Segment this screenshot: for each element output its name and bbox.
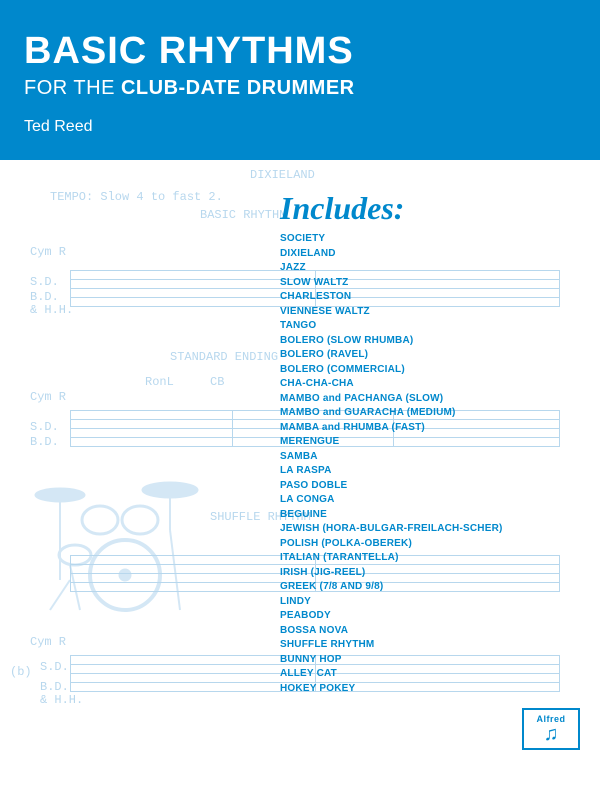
rhythm-item: SHUFFLE RHYTHM xyxy=(280,638,503,652)
bg-label-dixieland: DIXIELAND xyxy=(250,168,315,182)
rhythm-item: ITALIAN (TARANTELLA) xyxy=(280,551,503,565)
rhythm-item: BOLERO (RAVEL) xyxy=(280,348,503,362)
bg-label-cym-r-1: Cym R xyxy=(30,245,66,259)
rhythm-item: HOKEY POKEY xyxy=(280,682,503,696)
bg-label-b: (b) xyxy=(10,665,32,679)
rhythm-item: CHA-CHA-CHA xyxy=(280,377,503,391)
rhythm-list: SOCIETY DIXIELAND JAZZ SLOW WALTZ CHARLE… xyxy=(280,232,503,695)
rhythm-item: SAMBA xyxy=(280,450,503,464)
book-title-line1: BASIC RHYTHMS xyxy=(24,30,576,73)
bg-label-hh-1: & H.H. xyxy=(30,303,73,317)
bg-label-ronl: RonL xyxy=(145,375,174,389)
rhythm-item: PEABODY xyxy=(280,609,503,623)
rhythm-item: VIENNESE WALTZ xyxy=(280,305,503,319)
bg-label-sd-1: S.D. xyxy=(30,275,59,289)
rhythm-item: CHARLESTON xyxy=(280,290,503,304)
header-banner: BASIC RHYTHMS FOR THE CLUB-DATE DRUMMER … xyxy=(0,0,600,160)
rhythm-item: SLOW WALTZ xyxy=(280,276,503,290)
rhythm-item: MERENGUE xyxy=(280,435,503,449)
rhythm-item: POLISH (POLKA-OBEREK) xyxy=(280,537,503,551)
title-prefix: FOR THE xyxy=(24,77,121,99)
bg-label-cym-r-2: Cym R xyxy=(30,390,66,404)
bg-label-tempo: TEMPO: Slow 4 to fast 2. xyxy=(50,190,223,204)
bg-label-hh-3: & H.H. xyxy=(40,693,83,707)
rhythm-item: BEGUINE xyxy=(280,508,503,522)
bg-label-sd-2: S.D. xyxy=(30,420,59,434)
music-note-icon: ♫ xyxy=(544,724,559,744)
rhythm-item: LA RASPA xyxy=(280,464,503,478)
rhythm-item: JAZZ xyxy=(280,261,503,275)
rhythm-item: BOSSA NOVA xyxy=(280,624,503,638)
rhythm-item: ALLEY CAT xyxy=(280,667,503,681)
drum-kit-icon xyxy=(30,470,210,620)
book-title-line2: FOR THE CLUB-DATE DRUMMER xyxy=(24,77,576,100)
includes-heading: Includes: xyxy=(280,190,404,227)
bg-label-cb-1: CB xyxy=(210,375,224,389)
rhythm-item: DIXIELAND xyxy=(280,247,503,261)
bg-label-standard-ending: STANDARD ENDING xyxy=(170,350,278,364)
rhythm-item: LA CONGA xyxy=(280,493,503,507)
bg-label-bd-2: B.D. xyxy=(30,435,59,449)
bg-label-sd-3: S.D. xyxy=(40,660,69,674)
rhythm-item: LINDY xyxy=(280,595,503,609)
title-main: CLUB-DATE DRUMMER xyxy=(121,77,355,99)
rhythm-item: BOLERO (SLOW RHUMBA) xyxy=(280,334,503,348)
rhythm-item: MAMBA and RHUMBA (FAST) xyxy=(280,421,503,435)
bg-label-bd-3: B.D. xyxy=(40,680,69,694)
author-name: Ted Reed xyxy=(24,118,576,136)
rhythm-item: TANGO xyxy=(280,319,503,333)
rhythm-item: SOCIETY xyxy=(280,232,503,246)
bg-label-basic-rhythm: BASIC RHYTHM xyxy=(200,208,286,222)
publisher-logo: Alfred ♫ xyxy=(522,708,580,750)
rhythm-item: MAMBO and PACHANGA (SLOW) xyxy=(280,392,503,406)
rhythm-item: JEWISH (HORA-BULGAR-FREILACH-SCHER) xyxy=(280,522,503,536)
rhythm-item: MAMBO and GUARACHA (MEDIUM) xyxy=(280,406,503,420)
cover-content: DIXIELAND TEMPO: Slow 4 to fast 2. BASIC… xyxy=(0,160,600,770)
rhythm-item: IRISH (JIG-REEL) xyxy=(280,566,503,580)
rhythm-item: PASO DOBLE xyxy=(280,479,503,493)
rhythm-item: BOLERO (COMMERCIAL) xyxy=(280,363,503,377)
rhythm-item: BUNNY HOP xyxy=(280,653,503,667)
rhythm-item: GREEK (7/8 AND 9/8) xyxy=(280,580,503,594)
bg-label-bd-1: B.D. xyxy=(30,290,59,304)
bg-label-cym-r-3: Cym R xyxy=(30,635,66,649)
